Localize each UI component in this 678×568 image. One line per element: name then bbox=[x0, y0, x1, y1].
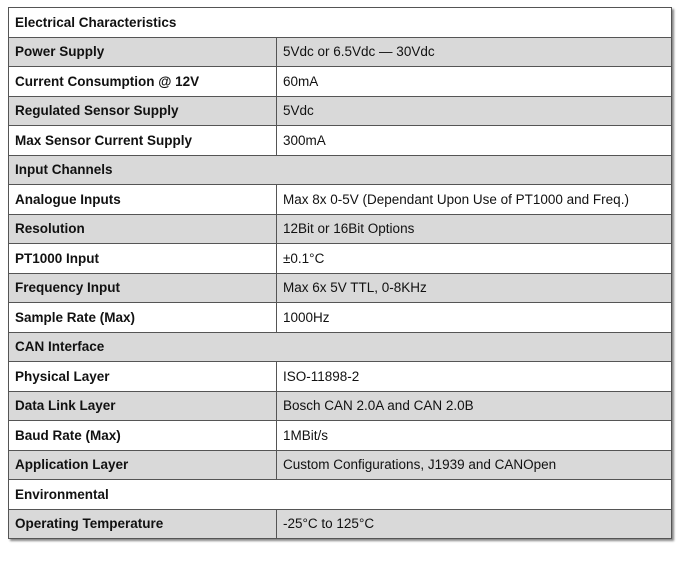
spec-value: 1MBit/s bbox=[276, 420, 672, 451]
section-title: Environmental bbox=[8, 479, 672, 510]
spec-row: Current Consumption @ 12V 60mA bbox=[8, 66, 672, 97]
spec-label: PT1000 Input bbox=[8, 243, 277, 274]
spec-label: Resolution bbox=[8, 213, 277, 244]
spec-row: Max Sensor Current Supply 300mA bbox=[8, 125, 672, 156]
spec-label: Max Sensor Current Supply bbox=[8, 125, 277, 156]
spec-row: Analogue Inputs Max 8x 0-5V (Dependant Up… bbox=[8, 184, 672, 215]
spec-row: Baud Rate (Max) 1MBit/s bbox=[8, 420, 672, 451]
spec-label: Data Link Layer bbox=[8, 390, 277, 421]
spec-label: Regulated Sensor Supply bbox=[8, 95, 277, 126]
spec-row: Physical Layer ISO-11898-2 bbox=[8, 361, 672, 392]
spec-label: Frequency Input bbox=[8, 272, 277, 303]
section-row: CAN Interface bbox=[8, 331, 672, 362]
spec-value: 300mA bbox=[276, 125, 672, 156]
section-row: Input Channels bbox=[8, 154, 672, 185]
spec-label: Sample Rate (Max) bbox=[8, 302, 277, 333]
spec-row: Resolution 12Bit or 16Bit Options bbox=[8, 213, 672, 244]
spec-value: ±0.1°C bbox=[276, 243, 672, 274]
spec-label: Current Consumption @ 12V bbox=[8, 66, 277, 97]
section-title: CAN Interface bbox=[8, 331, 672, 362]
spec-label: Baud Rate (Max) bbox=[8, 420, 277, 451]
spec-row: PT1000 Input ±0.1°C bbox=[8, 243, 672, 274]
spec-row: Power Supply 5Vdc or 6.5Vdc — 30Vdc bbox=[8, 36, 672, 67]
spec-value: 12Bit or 16Bit Options bbox=[276, 213, 672, 244]
spec-value: Max 6x 5V TTL, 0-8KHz bbox=[276, 272, 672, 303]
spec-row: Frequency Input Max 6x 5V TTL, 0-8KHz bbox=[8, 272, 672, 303]
spec-row: Sample Rate (Max) 1000Hz bbox=[8, 302, 672, 333]
spec-row: Data Link Layer Bosch CAN 2.0A and CAN 2.… bbox=[8, 390, 672, 421]
spec-row: Application Layer Custom Configurations, … bbox=[8, 449, 672, 480]
spec-label: Power Supply bbox=[8, 36, 277, 67]
section-row: Environmental bbox=[8, 479, 672, 510]
spec-table: Electrical Characteristics Power Supply 5V… bbox=[8, 7, 672, 539]
spec-value: Max 8x 0-5V (Dependant Upon Use of PT100… bbox=[276, 184, 672, 215]
spec-value: Bosch CAN 2.0A and CAN 2.0B bbox=[276, 390, 672, 421]
spec-value: ISO-11898-2 bbox=[276, 361, 672, 392]
spec-value: -25°C to 125°C bbox=[276, 508, 672, 539]
spec-value: 60mA bbox=[276, 66, 672, 97]
section-row: Electrical Characteristics bbox=[8, 7, 672, 38]
spec-value: 5Vdc or 6.5Vdc — 30Vdc bbox=[276, 36, 672, 67]
spec-label: Physical Layer bbox=[8, 361, 277, 392]
spec-row: Regulated Sensor Supply 5Vdc bbox=[8, 95, 672, 126]
spec-value: Custom Configurations, J1939 and CANOpen bbox=[276, 449, 672, 480]
spec-value: 1000Hz bbox=[276, 302, 672, 333]
section-title: Electrical Characteristics bbox=[8, 7, 672, 38]
spec-label: Application Layer bbox=[8, 449, 277, 480]
spec-label: Analogue Inputs bbox=[8, 184, 277, 215]
spec-value: 5Vdc bbox=[276, 95, 672, 126]
spec-label: Operating Temperature bbox=[8, 508, 277, 539]
spec-row: Operating Temperature -25°C to 125°C bbox=[8, 508, 672, 539]
section-title: Input Channels bbox=[8, 154, 672, 185]
